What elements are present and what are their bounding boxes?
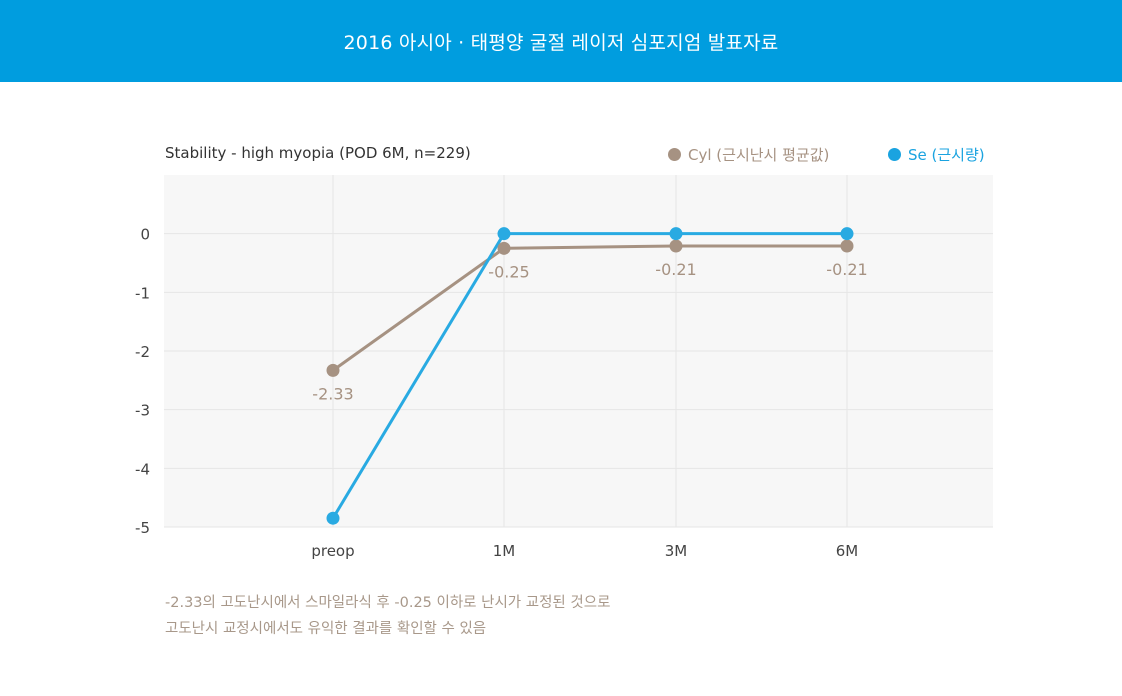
y-tick-label: -3 bbox=[135, 402, 150, 420]
legend-se-marker bbox=[888, 148, 901, 161]
legend-cyl-label: Cyl (근시난시 평균값) bbox=[688, 146, 830, 164]
x-tick-label: 3M bbox=[665, 542, 688, 560]
legend-se: Se (근시량) bbox=[888, 144, 985, 165]
y-tick-label: -1 bbox=[135, 284, 150, 302]
data-label-cyl: -0.21 bbox=[655, 260, 696, 279]
y-tick-label: -5 bbox=[135, 519, 150, 537]
data-point-cyl bbox=[497, 241, 511, 255]
x-tick-label: 1M bbox=[493, 542, 516, 560]
legend-cyl-marker bbox=[668, 148, 681, 161]
data-point-cyl bbox=[840, 239, 854, 253]
chart-note: -2.33의 고도난시에서 스마일라식 후 -0.25 이하로 난시가 교정된 … bbox=[165, 590, 610, 642]
data-point-se bbox=[669, 227, 683, 241]
data-label-cyl: -0.25 bbox=[488, 262, 529, 281]
data-point-cyl bbox=[669, 239, 683, 253]
data-point-se bbox=[326, 511, 340, 525]
header-title: 2016 아시아 · 태평양 굴절 레이저 심포지엄 발표자료 bbox=[343, 31, 779, 54]
header-banner: 2016 아시아 · 태평양 굴절 레이저 심포지엄 발표자료 bbox=[0, 0, 1122, 82]
data-label-cyl: -2.33 bbox=[312, 384, 353, 403]
series-line-se bbox=[331, 232, 847, 519]
note-line-2: 고도난시 교정시에서도 유익한 결과를 확인할 수 있음 bbox=[165, 621, 487, 637]
legend-cyl: Cyl (근시난시 평균값) bbox=[668, 144, 829, 165]
data-point-cyl bbox=[326, 363, 340, 377]
legend-se-label: Se (근시량) bbox=[908, 146, 985, 164]
y-tick-label: 0 bbox=[140, 226, 150, 244]
series-line-cyl bbox=[332, 244, 847, 372]
data-point-se bbox=[840, 227, 854, 241]
y-tick-label: -4 bbox=[135, 460, 150, 478]
y-tick-label: -2 bbox=[135, 343, 150, 361]
x-tick-label: preop bbox=[311, 542, 354, 560]
chart-title: Stability - high myopia (POD 6M, n=229) bbox=[165, 144, 471, 162]
x-tick-label: 6M bbox=[836, 542, 859, 560]
note-line-1: -2.33의 고도난시에서 스마일라식 후 -0.25 이하로 난시가 교정된 … bbox=[165, 595, 611, 611]
data-point-se bbox=[497, 227, 511, 241]
data-label-cyl: -0.21 bbox=[826, 260, 867, 279]
